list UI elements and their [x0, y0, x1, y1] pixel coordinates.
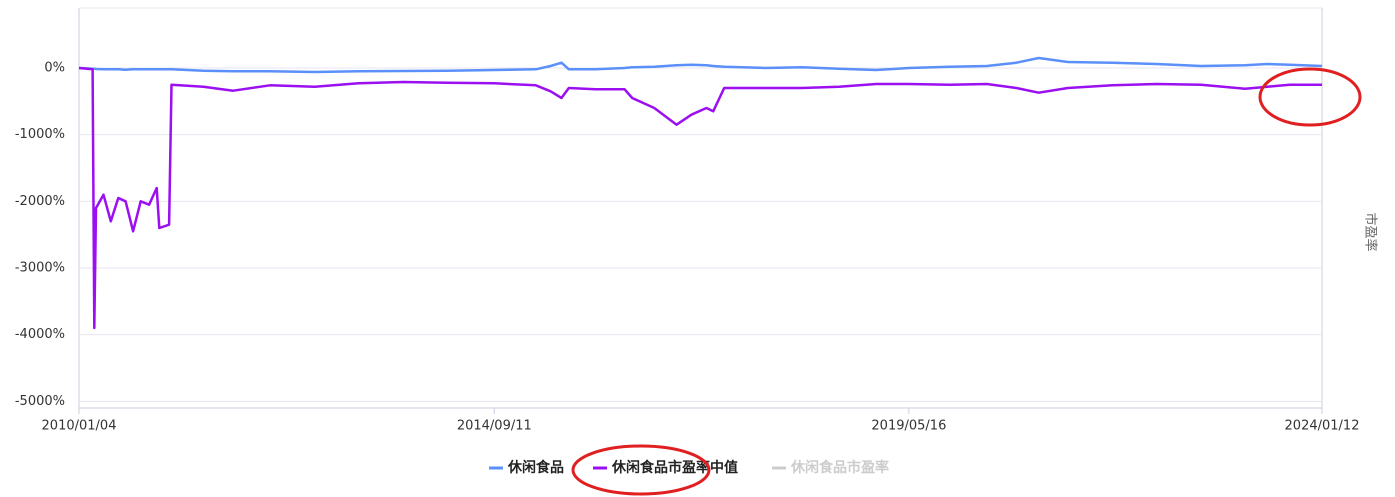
highlight-circle	[1258, 67, 1362, 127]
series-line	[78, 56, 1323, 74]
highlight-circle	[571, 444, 711, 496]
legend-label[interactable]: 休闲食品市盈率	[790, 459, 889, 476]
x-tick-label: 2024/01/12	[1285, 419, 1360, 434]
series-line	[78, 66, 1322, 330]
legend-label[interactable]: 休闲食品市盈率中值	[611, 459, 738, 476]
y-tick-label: 0%	[44, 61, 65, 76]
y-tick-label: -2000%	[15, 194, 65, 209]
y-tick-label: -1000%	[15, 127, 65, 142]
y-tick-label: -3000%	[15, 261, 65, 276]
legend-label[interactable]: 休闲食品	[507, 459, 564, 476]
x-tick-label: 2010/01/04	[42, 419, 117, 434]
x-tick-label: 2019/05/16	[871, 419, 946, 434]
y-tick-label: -5000%	[15, 394, 65, 409]
y-tick-label: -4000%	[15, 327, 65, 342]
x-tick-label: 2014/09/11	[457, 419, 532, 434]
y-axis-title: 市盈率	[1363, 212, 1379, 251]
